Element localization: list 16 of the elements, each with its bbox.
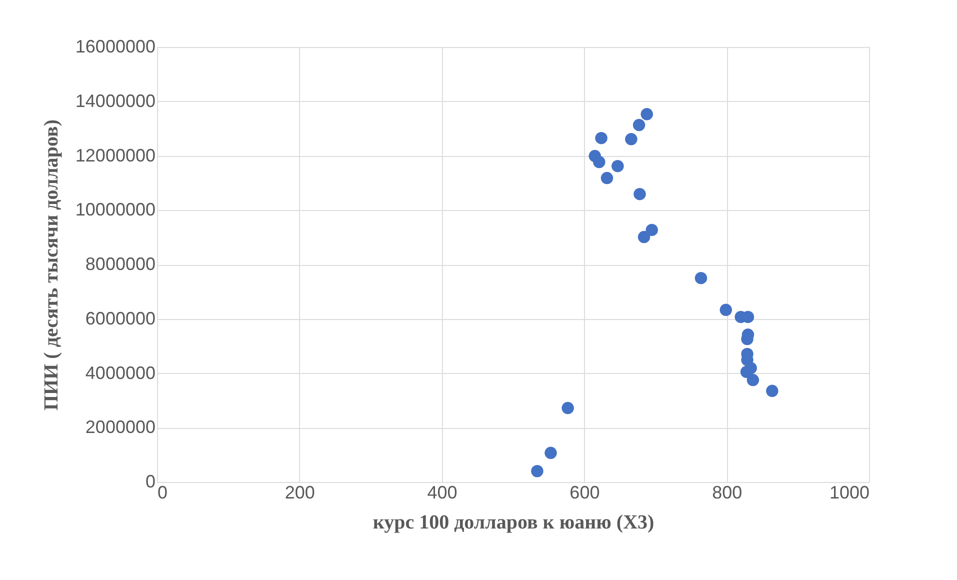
y-tick-label: 8000000 — [85, 254, 156, 274]
y-tick-label: 4000000 — [85, 362, 156, 383]
y-tick-label: 12000000 — [75, 145, 156, 166]
x-tick-label: 400 — [427, 482, 458, 502]
x-tick-label: 1000 — [829, 482, 870, 502]
y-tick-label: 14000000 — [75, 90, 156, 111]
x-tick-label: 600 — [570, 482, 600, 502]
y-tick-label: 16000000 — [75, 36, 156, 56]
x-tick-label: 800 — [712, 482, 742, 502]
y-tick-label: 10000000 — [75, 200, 156, 220]
x-tick-label: 0 — [158, 482, 168, 502]
y-tick-label: 6000000 — [85, 308, 156, 328]
x-tick-label: 200 — [284, 482, 315, 502]
x-axis-title: курс 100 долларов к юаню (X3) — [372, 512, 654, 534]
y-tick-label: 2000000 — [85, 417, 156, 438]
y-axis-title: ПИИ ( десять тысячи долларов) — [40, 120, 62, 410]
